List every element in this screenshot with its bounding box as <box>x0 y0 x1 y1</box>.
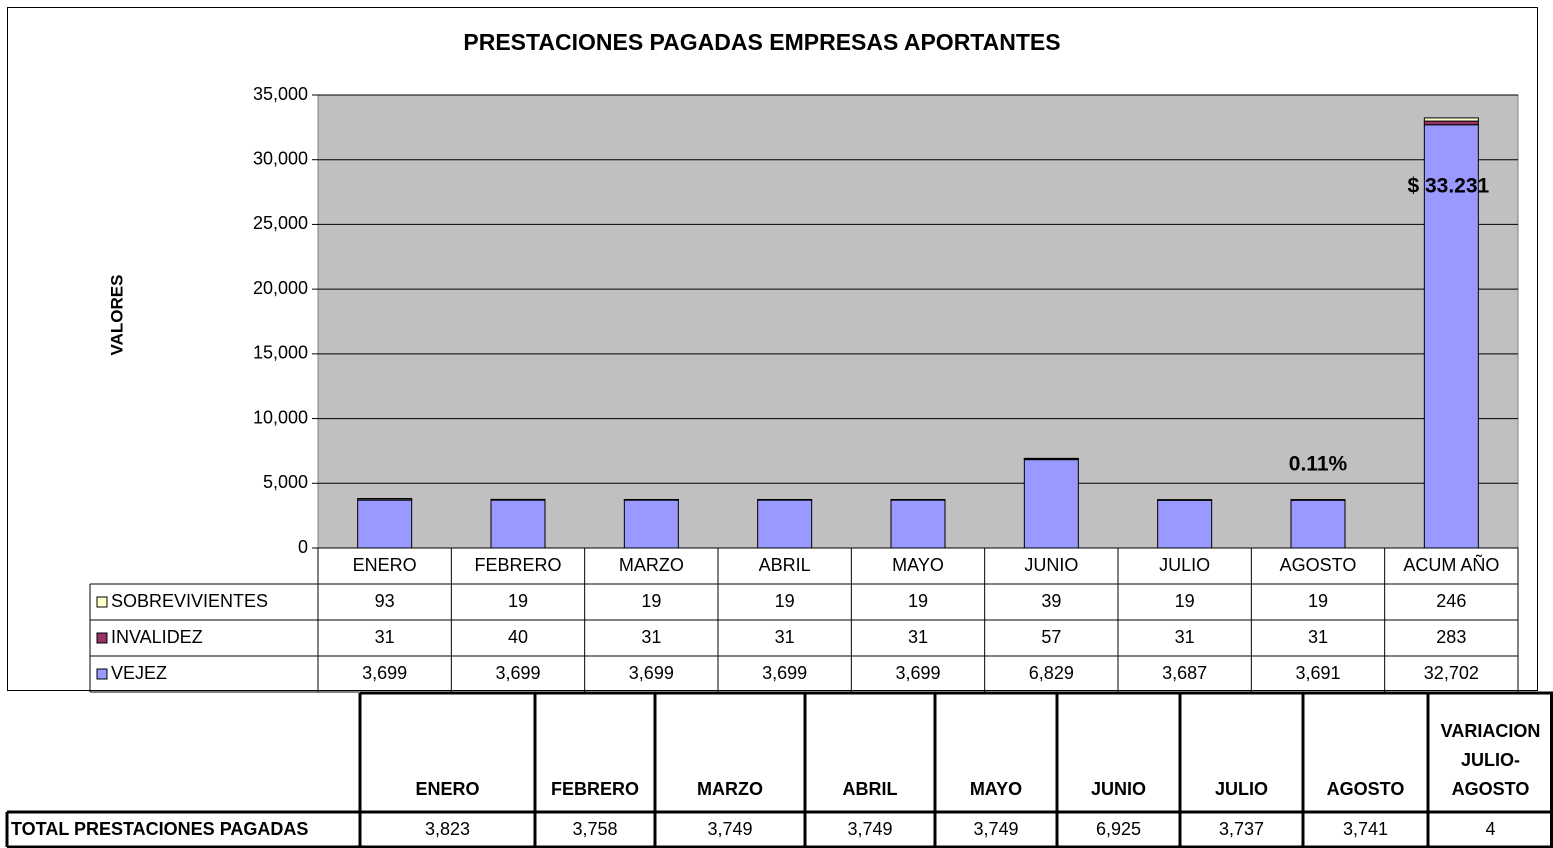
y-axis-label: VALORES <box>107 275 126 356</box>
x-tick-label: ENERO <box>353 555 417 575</box>
annotation: $ 33.231 <box>1407 175 1489 198</box>
bar-segment <box>1023 457 1079 460</box>
table-cell: 3,823 <box>425 819 470 839</box>
data-label: 246 <box>1436 591 1466 611</box>
y-tick-label: 5,000 <box>263 472 308 492</box>
data-label: 39 <box>1041 591 1061 611</box>
bar-segment <box>1423 120 1479 126</box>
data-label: 3,687 <box>1162 663 1207 683</box>
x-tick-label: JULIO <box>1159 555 1210 575</box>
data-label: 283 <box>1436 627 1466 647</box>
data-label: 3,699 <box>629 663 674 683</box>
legend-label: VEJEZ <box>111 663 167 683</box>
data-label: 31 <box>775 627 795 647</box>
column-header: ENERO <box>415 779 479 799</box>
bar-segment <box>1023 459 1079 549</box>
plot-area <box>317 94 1519 549</box>
legend-key <box>96 632 108 644</box>
table-cell: 3,737 <box>1219 819 1264 839</box>
data-label: 32,702 <box>1424 663 1479 683</box>
data-label: 19 <box>1175 591 1195 611</box>
column-header: JULIO <box>1215 779 1268 799</box>
data-label: 57 <box>1041 627 1061 647</box>
column-header: FEBRERO <box>551 779 639 799</box>
bar-segment <box>1157 499 1213 549</box>
data-label: 3,699 <box>495 663 540 683</box>
row-label: TOTAL PRESTACIONES PAGADAS <box>11 819 308 839</box>
data-label: 19 <box>908 591 928 611</box>
y-tick-label: 0 <box>298 537 308 557</box>
data-label: 31 <box>641 627 661 647</box>
bar-segment <box>357 498 413 501</box>
x-tick-label: FEBRERO <box>474 555 561 575</box>
y-tick-label: 25,000 <box>253 213 308 233</box>
y-tick-label: 10,000 <box>253 407 308 427</box>
table-cell: 3,758 <box>572 819 617 839</box>
data-label: 40 <box>508 627 528 647</box>
y-tick-label: 30,000 <box>253 148 308 168</box>
column-header: MAYO <box>970 779 1022 799</box>
column-header: JUNIO <box>1091 779 1146 799</box>
x-tick-label: AGOSTO <box>1280 555 1357 575</box>
x-tick-label: MAYO <box>892 555 944 575</box>
bar-segment <box>623 499 679 549</box>
column-header: MARZO <box>697 779 763 799</box>
data-label: 31 <box>1175 627 1195 647</box>
legend-key <box>96 596 108 608</box>
legend-label: INVALIDEZ <box>111 627 203 647</box>
column-header: VARIACION JULIO-AGOSTO <box>1441 721 1541 799</box>
data-label: 31 <box>1308 627 1328 647</box>
bar-segment <box>490 499 546 549</box>
column-header: AGOSTO <box>1327 779 1405 799</box>
data-label: 3,699 <box>362 663 407 683</box>
table-cell: 3,749 <box>847 819 892 839</box>
table-cell: 6,925 <box>1096 819 1141 839</box>
bar-segment <box>890 499 946 549</box>
data-label: 19 <box>641 591 661 611</box>
data-label: 3,691 <box>1295 663 1340 683</box>
x-tick-label: ACUM AÑO <box>1403 554 1499 575</box>
bar-segment <box>357 499 413 549</box>
table-cell: 3,749 <box>707 819 752 839</box>
legend-label: SOBREVIVIENTES <box>111 591 268 611</box>
x-tick-label: ABRIL <box>759 555 811 575</box>
annotation: 0.11% <box>1289 453 1348 476</box>
data-label: 6,829 <box>1029 663 1074 683</box>
data-label: 3,699 <box>762 663 807 683</box>
data-label: 19 <box>508 591 528 611</box>
data-label: 31 <box>375 627 395 647</box>
table-cell: 3,741 <box>1343 819 1388 839</box>
y-tick-label: 15,000 <box>253 343 308 363</box>
data-label: 19 <box>775 591 795 611</box>
data-label: 31 <box>908 627 928 647</box>
table-cell: 4 <box>1485 819 1495 839</box>
data-label: 93 <box>375 591 395 611</box>
column-header: ABRIL <box>843 779 898 799</box>
y-tick-label: 20,000 <box>253 278 308 298</box>
data-label: 19 <box>1308 591 1328 611</box>
data-label: 3,699 <box>895 663 940 683</box>
y-tick-label: 35,000 <box>253 84 308 104</box>
bar-segment <box>757 499 813 549</box>
chart-title: PRESTACIONES PAGADAS EMPRESAS APORTANTES <box>463 29 1060 55</box>
x-tick-label: JUNIO <box>1024 555 1078 575</box>
legend-key <box>96 668 108 680</box>
bar-segment <box>1290 499 1346 549</box>
x-tick-label: MARZO <box>619 555 684 575</box>
table-cell: 3,749 <box>973 819 1018 839</box>
bar-segment <box>1423 117 1479 122</box>
